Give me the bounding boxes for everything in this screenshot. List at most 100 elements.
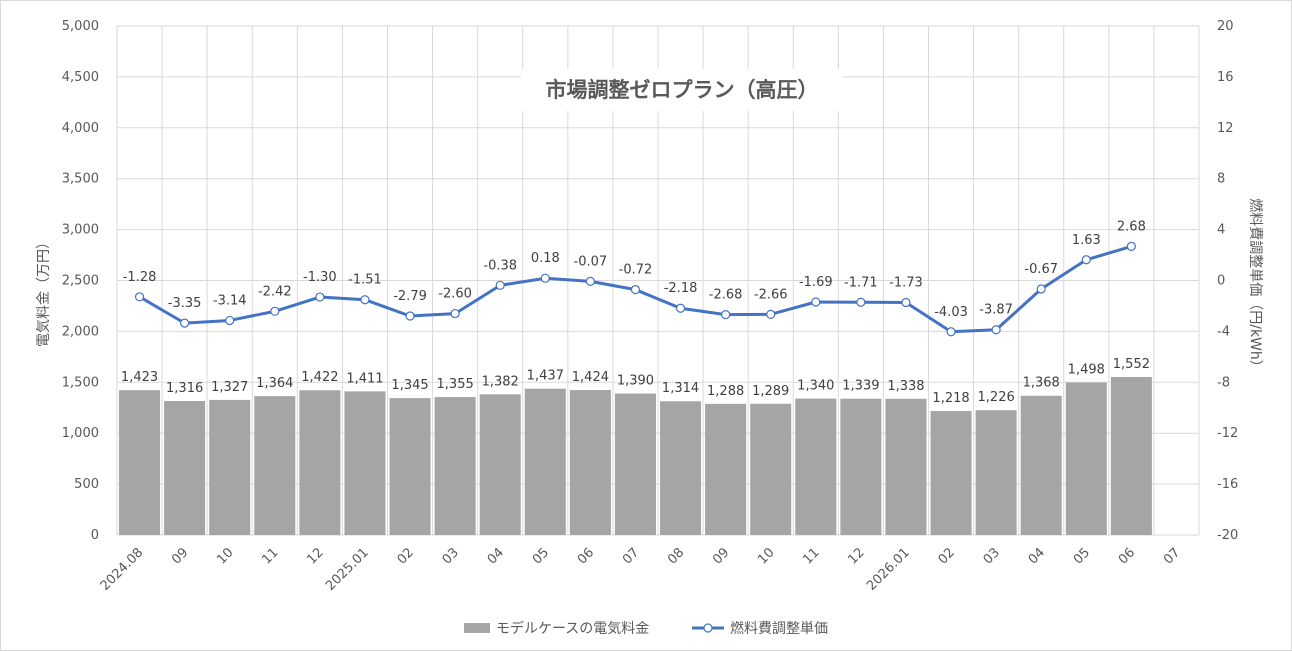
bar-data-label: 1,390	[617, 373, 654, 388]
y-right-tick-label: 8	[1217, 172, 1225, 187]
line-marker	[180, 318, 190, 328]
bar-data-label: 1,327	[211, 380, 248, 395]
y-right-axis-title: 燃料費調整単価（円/kWh）	[1247, 198, 1264, 374]
line-marker	[856, 297, 866, 307]
x-tick-label: 10	[214, 545, 236, 567]
bar-series	[119, 377, 1152, 535]
bar-data-label: 1,411	[346, 371, 383, 386]
bar-data-label: 1,437	[527, 369, 564, 384]
line-series	[134, 241, 1136, 337]
line-data-label: -2.68	[709, 288, 743, 303]
bar	[885, 398, 927, 535]
bar	[119, 390, 161, 535]
title-background	[521, 69, 843, 111]
bar-data-label: 1,368	[1023, 376, 1060, 391]
line-data-label: -2.79	[393, 289, 427, 304]
bar-data-label: 1,218	[932, 391, 969, 406]
bar	[750, 403, 792, 535]
bar-data-label: 1,316	[166, 381, 203, 396]
y-left-tick-label: 3,500	[62, 172, 99, 187]
bar-data-label: 1,340	[797, 379, 834, 394]
line-data-label: -2.60	[438, 287, 472, 302]
x-tick-label: 02	[395, 545, 417, 567]
bar-data-label: 1,382	[482, 374, 519, 389]
x-tick-label: 02	[936, 545, 958, 567]
x-tick-label: 12	[845, 545, 867, 567]
y-right-tick-label: 4	[1217, 223, 1225, 238]
line-marker	[1126, 241, 1136, 251]
bar-data-label: 1,498	[1068, 363, 1105, 378]
bar	[389, 398, 431, 535]
y-right-tick-label: -12	[1217, 426, 1238, 441]
bar	[299, 390, 341, 535]
y-right-tick-label: -20	[1217, 528, 1238, 543]
line-marker	[405, 311, 415, 321]
line-marker	[675, 303, 686, 313]
line-marker	[450, 308, 460, 319]
bar	[1065, 382, 1107, 535]
line-data-label: 2.68	[1117, 219, 1146, 234]
x-tick-label: 09	[169, 545, 191, 567]
y-left-tick-label: 0	[91, 528, 99, 543]
bar	[344, 391, 386, 535]
line-marker	[495, 280, 505, 290]
line-marker	[360, 295, 370, 305]
x-tick-label: 05	[530, 545, 552, 567]
y-right-tick-label: 16	[1217, 70, 1234, 85]
x-tick-label: 03	[440, 545, 462, 567]
line-data-label: -0.07	[574, 254, 608, 269]
x-tick-label: 11	[259, 545, 281, 567]
bar-data-label: 1,364	[256, 376, 293, 391]
y-left-tick-label: 1,500	[62, 375, 99, 390]
bar	[1020, 395, 1062, 535]
bar	[975, 410, 1017, 535]
bar-data-label: 1,345	[391, 378, 428, 393]
y-right-tick-label: -8	[1217, 375, 1230, 390]
bar	[705, 403, 747, 535]
line-data-label: -0.67	[1024, 262, 1058, 277]
x-tick-label: 03	[981, 545, 1003, 567]
line-data-label: -2.66	[754, 287, 788, 302]
x-tick-label: 05	[1071, 545, 1093, 567]
bar	[434, 397, 476, 535]
line-marker	[225, 315, 235, 326]
y-right-tick-label: -16	[1217, 477, 1238, 492]
legend-bar-label: モデルケースの電気料金	[496, 620, 649, 637]
bar	[795, 398, 837, 535]
y-left-tick-label: 3,000	[62, 223, 99, 238]
legend-bar-swatch	[464, 623, 490, 633]
x-tick-label: 04	[1026, 545, 1048, 567]
y-right-tick-label: -4	[1217, 324, 1230, 339]
legend-line-marker	[703, 623, 713, 633]
x-tick-label: 12	[304, 545, 326, 567]
gridlines	[116, 25, 1200, 536]
line-marker	[585, 276, 595, 286]
line-data-label: -0.38	[483, 258, 517, 273]
bar	[209, 399, 251, 535]
y-right-tick-label: 12	[1217, 121, 1234, 136]
line-marker	[270, 306, 280, 316]
chart-title: 市場調整ゼロプラン（高圧）	[546, 78, 819, 102]
line-marker	[721, 310, 731, 320]
bar	[614, 393, 656, 535]
line-marker	[134, 292, 145, 302]
y-left-axis-title: 電気料金（万円）	[36, 235, 52, 347]
bar	[164, 401, 206, 535]
y-right-tick-label: 0	[1217, 274, 1225, 289]
line-marker	[946, 327, 956, 337]
x-tick-label: 10	[755, 545, 777, 567]
legend: モデルケースの電気料金 燃料費調整単価	[464, 620, 828, 637]
bar-data-label: 1,355	[437, 377, 474, 392]
bar-data-label: 1,552	[1113, 357, 1150, 372]
bar	[479, 394, 521, 535]
bar-data-label: 1,338	[887, 379, 924, 394]
bar	[840, 398, 882, 535]
bar-data-label: 1,423	[121, 370, 158, 385]
bar	[660, 401, 702, 535]
line-data-label: -1.73	[889, 276, 923, 291]
x-tick-label: 04	[485, 545, 507, 567]
line-data-label: 0.18	[531, 251, 560, 266]
y-left-tick-label: 4,000	[62, 121, 99, 136]
bar-data-label: 1,424	[572, 370, 609, 385]
